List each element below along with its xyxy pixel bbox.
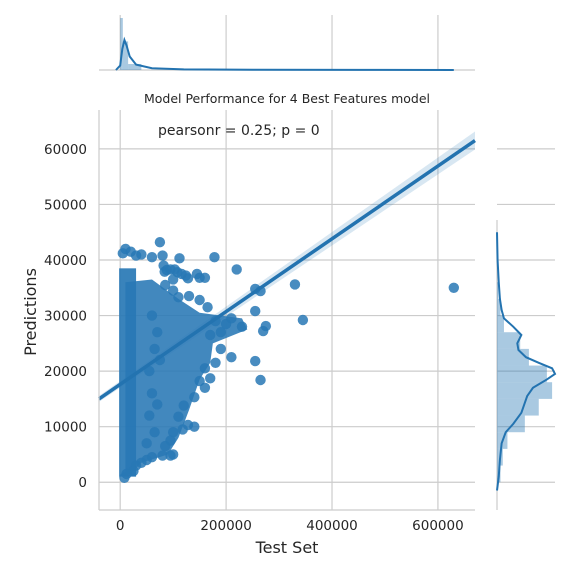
main-axes — [98, 110, 475, 511]
scatter-point — [194, 294, 205, 306]
scatter-point — [182, 273, 194, 284]
scatter-point — [215, 343, 227, 355]
scatter-point — [250, 355, 261, 367]
top-kde-curve — [115, 36, 454, 71]
right-hist-bar — [497, 332, 521, 349]
scatter-point — [226, 313, 237, 324]
scatter-point — [157, 250, 168, 261]
x-axis-label: Test Set — [255, 538, 319, 557]
scatter-point — [189, 392, 200, 403]
scatter-points — [117, 237, 460, 483]
right-hist-bar — [497, 315, 504, 333]
scatter-point — [205, 329, 216, 341]
scatter-point — [146, 252, 158, 263]
top-hist-bar — [122, 41, 129, 70]
scatter-point — [250, 305, 261, 317]
scatter-point — [448, 282, 460, 293]
scatter-point — [209, 252, 220, 263]
scatter-point — [136, 249, 147, 260]
scatter-point — [152, 399, 163, 410]
right-kde-curve — [496, 232, 557, 491]
right-hist-bar — [497, 398, 539, 416]
scatter-point — [199, 272, 211, 283]
scatter-point — [152, 327, 163, 338]
scatter-point — [297, 314, 309, 326]
scatter-point — [165, 450, 176, 461]
x-tick-label: 0 — [116, 518, 125, 534]
top-marginal-histogram — [99, 15, 475, 71]
x-tick-label: 600000 — [412, 518, 464, 534]
chart-title: Model Performance for 4 Best Features mo… — [144, 91, 430, 106]
x-tick-label: 200000 — [200, 518, 252, 534]
right-marginal-histogram — [496, 148, 557, 510]
y-axis-label: Predictions — [21, 268, 40, 356]
scatter-point — [146, 388, 158, 399]
scatter-point — [178, 400, 189, 411]
x-tick-label: 400000 — [306, 518, 358, 534]
right-hist-bar — [497, 415, 525, 433]
y-tick-label: 60000 — [44, 142, 87, 158]
y-tick-label: 30000 — [44, 309, 87, 325]
regression-line — [98, 139, 476, 401]
y-tick-label: 40000 — [44, 253, 87, 269]
scatter-point — [236, 321, 248, 332]
scatter-point — [141, 438, 152, 449]
y-tick-label: 50000 — [44, 197, 87, 213]
scatter-point — [210, 357, 221, 368]
scatter-point — [199, 363, 211, 374]
scatter-point — [226, 352, 237, 363]
scatter-point — [154, 237, 166, 248]
scatter-point — [183, 290, 195, 302]
right-hist-bar — [497, 348, 529, 366]
top-hist-bar — [128, 64, 142, 70]
right-hist-bar — [497, 298, 501, 316]
scatter-point — [215, 327, 227, 338]
y-tick-label: 0 — [78, 475, 87, 491]
right-hist-bar — [497, 365, 547, 383]
right-hist-bar — [497, 282, 499, 299]
scatter-point — [159, 279, 171, 291]
scatter-point — [159, 440, 171, 452]
top-hist-bar — [120, 18, 123, 70]
scatter-point — [149, 427, 160, 438]
scatter-point — [257, 325, 269, 337]
scatter-point — [146, 310, 158, 321]
scatter-point — [199, 382, 211, 393]
scatter-point — [289, 279, 301, 290]
pearsonr-annotation: pearsonr = 0.25; p = 0 — [158, 123, 320, 139]
scatter-point — [157, 450, 168, 461]
scatter-point — [205, 373, 216, 384]
scatter-point — [167, 427, 179, 438]
scatter-point — [173, 292, 184, 303]
scatter-point — [119, 472, 130, 483]
scatter-point — [202, 302, 213, 313]
scatter-point — [174, 253, 185, 264]
tick-labels: 0 200000 400000 600000 0 10000 20000 30000 40000… — [44, 142, 464, 534]
y-tick-label: 20000 — [44, 364, 87, 380]
scatter-point — [255, 374, 266, 386]
right-hist-bar — [497, 382, 553, 399]
regression-line-path — [98, 139, 476, 401]
scatter-point — [144, 365, 155, 377]
scatter-point — [149, 343, 160, 355]
scatter-point — [231, 264, 242, 275]
y-tick-label: 10000 — [44, 420, 87, 436]
scatter-point — [173, 411, 184, 422]
scatter-point — [189, 421, 200, 432]
scatter-point — [144, 410, 155, 421]
